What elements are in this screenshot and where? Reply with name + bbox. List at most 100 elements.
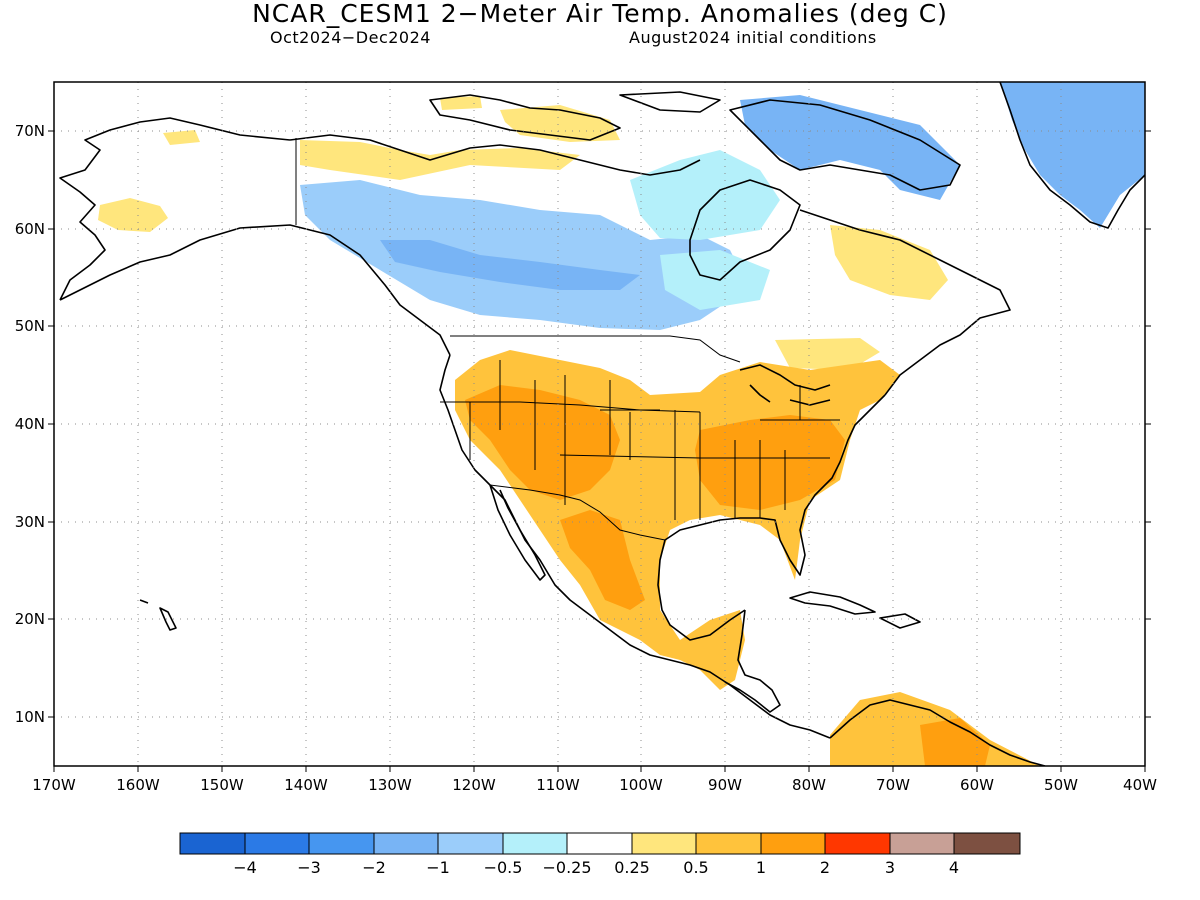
greenland-coast (999, 82, 1145, 229)
lat-tick-30: 30N (15, 513, 1151, 531)
lon-tick: 160W (116, 766, 160, 794)
legend-label: −0.5 (484, 858, 523, 877)
legend-label: −0.25 (542, 858, 591, 877)
legend-label: 0.5 (683, 858, 708, 877)
lat-label: 50N (15, 317, 45, 335)
lon-label: 140W (284, 776, 328, 794)
legend-label: −4 (233, 858, 257, 877)
lon-label: 40W (1123, 776, 1157, 794)
lat-tick-40: 40N (15, 415, 1151, 433)
legend-label: −3 (297, 858, 321, 877)
legend-swatch (244, 832, 310, 855)
legend-swatch (308, 832, 375, 855)
lon-tick: 90W (708, 766, 742, 794)
cuba (789, 591, 876, 615)
labrador-warm (830, 225, 948, 300)
us-mexico-border (489, 484, 666, 541)
labrador-coast (799, 209, 1011, 396)
map-area (54, 82, 1145, 766)
lat-tick-70: 70N (15, 122, 1151, 140)
legend-label: 4 (949, 858, 959, 877)
canada-cool-core (380, 240, 640, 290)
lat-tick-60: 60N (15, 220, 1151, 238)
anomaly-shading (98, 82, 1145, 766)
coastlines (59, 82, 1145, 766)
legend-label: −2 (362, 858, 386, 877)
color-legend: −4 −3 −2 −1 −0.5 −0.25 0.25 0.5 1 2 3 4 (179, 832, 1021, 877)
canada-us-border (450, 335, 741, 363)
lon-label: 100W (619, 776, 663, 794)
alaska-warm (98, 198, 168, 232)
map-title: NCAR_CESM1 2−Meter Air Temp. Anomalies (… (252, 0, 948, 28)
arctic-islands (429, 91, 721, 141)
legend-swatch (695, 832, 762, 855)
lat-label: 40N (15, 415, 45, 433)
legend-swatch (437, 832, 504, 855)
legend-swatch (824, 832, 891, 855)
alaska-warm (163, 130, 200, 145)
legend-swatch (179, 832, 246, 855)
lon-label: 130W (368, 776, 412, 794)
lat-tick-10: 10N (15, 708, 1151, 726)
greenland-cool (1000, 82, 1145, 228)
east-coast (657, 394, 886, 641)
southwest-warmest (465, 385, 620, 500)
south-america-warmest (920, 718, 990, 766)
lon-tick: 50W (1044, 766, 1078, 794)
southeast-warmest (695, 415, 845, 510)
lon-tick: 110W (536, 766, 580, 794)
lon-label: 80W (792, 776, 826, 794)
legend-label: 2 (820, 858, 830, 877)
nunavut-warm (440, 96, 482, 110)
lon-label: 60W (960, 776, 994, 794)
lon-tick: 120W (452, 766, 496, 794)
lat-label: 70N (15, 122, 45, 140)
hawaii (139, 599, 177, 631)
baja-california (489, 484, 546, 581)
lon-label: 90W (708, 776, 742, 794)
legend-swatch (953, 832, 1021, 855)
lon-tick: 60W (960, 766, 994, 794)
lat-label: 10N (15, 708, 45, 726)
legend-label: 0.25 (614, 858, 650, 877)
legend-label: 1 (756, 858, 766, 877)
lon-tick: 100W (619, 766, 663, 794)
latitude-axis: 70N 60N 50N 40N 30N 20N 10N (15, 122, 1151, 726)
labrador-warm (775, 338, 880, 370)
legend-swatch (631, 832, 697, 855)
lon-label: 110W (536, 776, 580, 794)
great-lakes (739, 364, 831, 406)
legend-label: 3 (885, 858, 895, 877)
legend-swatch (502, 832, 568, 855)
state-lines (440, 360, 840, 520)
lon-label: 170W (32, 776, 76, 794)
borders (295, 138, 840, 541)
nunavut-warm (300, 140, 580, 180)
legend-swatch (373, 832, 439, 855)
hudson-bay (689, 179, 801, 281)
legend-swatches (179, 832, 1021, 855)
legend-labels: −4 −3 −2 −1 −0.5 −0.25 0.25 0.5 1 2 3 4 (233, 858, 959, 877)
lon-label: 150W (200, 776, 244, 794)
lat-tick-20: 20N (15, 610, 1151, 628)
baffin-cool (740, 95, 960, 200)
lon-tick: 40W (1123, 766, 1157, 794)
lon-label: 120W (452, 776, 496, 794)
arctic-coast (289, 134, 701, 176)
lon-tick: 70W (876, 766, 910, 794)
baffin-island (729, 99, 961, 191)
legend-swatch (566, 832, 633, 855)
lon-tick: 170W (32, 766, 76, 794)
lon-tick: 140W (284, 766, 328, 794)
lat-label: 60N (15, 220, 45, 238)
hispaniola (879, 613, 921, 629)
central-america (724, 609, 781, 713)
lat-label: 30N (15, 513, 45, 531)
legend-swatch (760, 832, 826, 855)
lon-label: 70W (876, 776, 910, 794)
lon-label: 160W (116, 776, 160, 794)
initial-conditions: August2024 initial conditions (629, 28, 877, 47)
south-america-coast (829, 699, 1046, 766)
alaska-coast (59, 117, 451, 356)
